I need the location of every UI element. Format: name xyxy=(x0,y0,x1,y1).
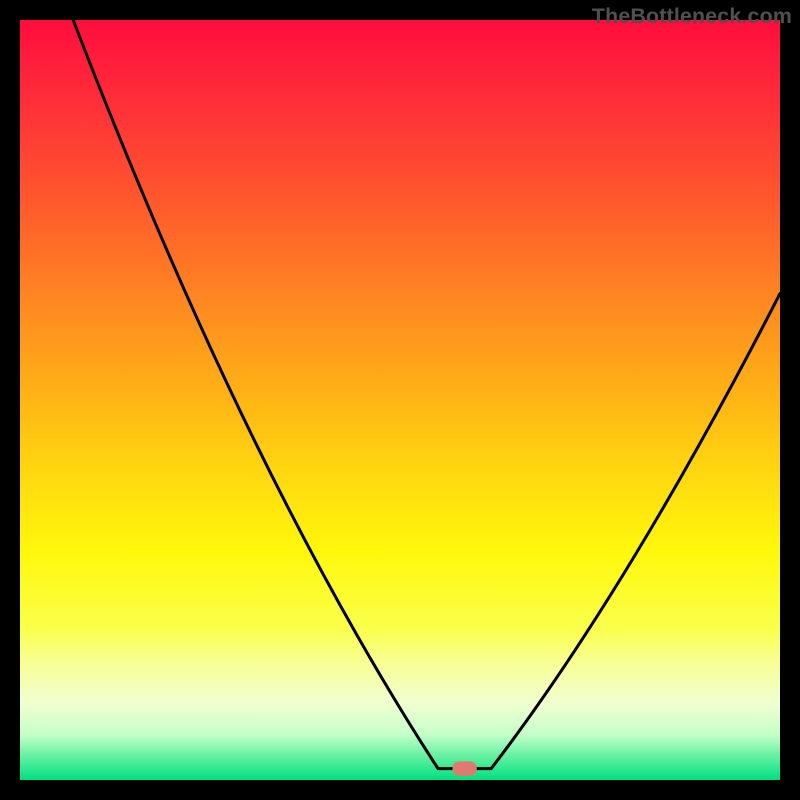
bottleneck-chart: TheBottleneck.com xyxy=(0,0,800,800)
optimal-marker xyxy=(452,761,476,775)
chart-svg xyxy=(0,0,800,800)
plot-background xyxy=(20,20,780,780)
